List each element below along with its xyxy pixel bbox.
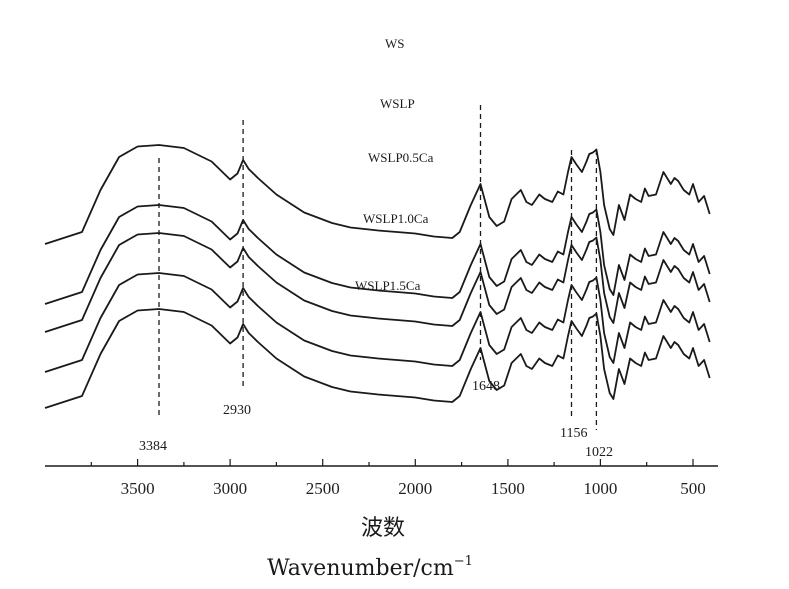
x-tick-label: 500 [680, 479, 706, 498]
spectrum-line [44, 204, 711, 305]
peak-label: 3384 [139, 439, 167, 454]
series-label: WSLP1.5Ca [355, 278, 421, 293]
spectrum-line [44, 272, 711, 373]
series-label: WSLP1.0Ca [363, 211, 429, 226]
x-tick-label: 1500 [491, 479, 525, 498]
peak-label: 1022 [585, 445, 613, 460]
x-axis-title-cn: 波数 [361, 516, 405, 541]
peak-label: 2930 [223, 403, 251, 418]
spectrum-line [44, 144, 711, 245]
peak-label: 1648 [472, 379, 500, 394]
spectrum-line [44, 308, 711, 409]
series-label: WSLP0.5Ca [368, 150, 434, 165]
series-group [44, 144, 711, 409]
series-labels: WS WSLP WSLP0.5Ca WSLP1.0Ca WSLP1.5Ca [355, 36, 434, 293]
x-ticks: 3500 3000 2500 2000 1500 1000 500 [90, 459, 706, 498]
x-tick-label: 1000 [583, 479, 617, 498]
x-tick-label: 2500 [306, 479, 340, 498]
x-axis-title-unit-exponent: −1 [454, 554, 473, 569]
spectrum-line [44, 232, 711, 333]
series-label: WS [385, 36, 405, 51]
x-tick-label: 3000 [213, 479, 247, 498]
x-tick-label: 2000 [398, 479, 432, 498]
series-label: WSLP [380, 96, 415, 111]
x-axis-title-en: Wavenumber/cm−1 [267, 554, 473, 581]
peak-annotations: 3384 2930 1648 1156 1022 [139, 379, 613, 460]
x-tick-label: 3500 [121, 479, 155, 498]
peak-label: 1156 [560, 426, 587, 441]
marker-group [158, 105, 598, 430]
x-axis-title-en-text: Wavenumber/cm [267, 556, 454, 581]
